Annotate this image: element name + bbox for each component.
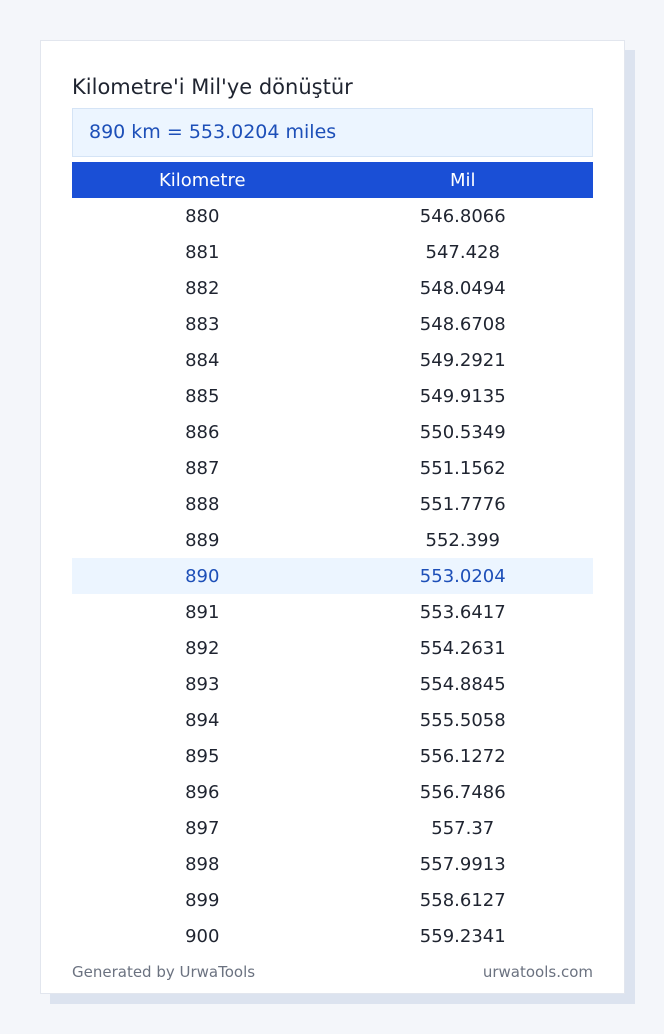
- table-row: 894 555.5058: [72, 702, 593, 738]
- cell-mil: 547.428: [425, 241, 500, 263]
- table-row: 890 553.0204: [72, 558, 593, 594]
- table-row: 892 554.2631: [72, 630, 593, 666]
- cell-mil: 559.2341: [419, 925, 506, 947]
- table-row: 899 558.6127: [72, 882, 593, 918]
- table-row: 886 550.5349: [72, 414, 593, 450]
- cell-kilometre: 896: [185, 781, 220, 803]
- cell-kilometre: 884: [185, 349, 220, 371]
- cell-kilometre: 890: [72, 558, 333, 594]
- table-row: 883 548.6708: [72, 306, 593, 342]
- cell-kilometre: 895: [185, 745, 220, 767]
- cell-mil: 552.399: [425, 529, 500, 551]
- table-row: 888 551.7776: [72, 486, 593, 522]
- cell-mil: 548.6708: [419, 313, 506, 335]
- cell-kilometre: 894: [185, 709, 220, 731]
- table-row: 884 549.2921: [72, 342, 593, 378]
- cell-mil: 555.5058: [419, 709, 506, 731]
- cell-mil: 557.9913: [419, 853, 506, 875]
- table-row: 893 554.8845: [72, 666, 593, 702]
- table-row: 889 552.399: [72, 522, 593, 558]
- table-row: 885 549.9135: [72, 378, 593, 414]
- cell-mil: 551.7776: [419, 493, 506, 515]
- conversion-result: 890 km = 553.0204 miles: [72, 108, 593, 157]
- cell-kilometre: 893: [185, 673, 220, 695]
- cell-kilometre: 888: [185, 493, 220, 515]
- cell-kilometre: 883: [185, 313, 220, 335]
- column-header-mil: Mil: [332, 162, 593, 198]
- table-body: 880 546.8066 881 547.428 882 548.0494 883 548.6…: [72, 198, 593, 954]
- cell-mil: 553.6417: [419, 601, 506, 623]
- cell-kilometre: 885: [185, 385, 220, 407]
- cell-mil: 558.6127: [419, 889, 506, 911]
- cell-kilometre: 898: [185, 853, 220, 875]
- cell-mil: 554.8845: [419, 673, 506, 695]
- table-row: 900 559.2341: [72, 918, 593, 954]
- cell-mil: 553.0204: [332, 558, 593, 594]
- cell-kilometre: 889: [185, 529, 220, 551]
- cell-kilometre: 897: [185, 817, 220, 839]
- table-header-row: Kilometre Mil: [72, 162, 593, 198]
- cell-kilometre: 880: [185, 205, 220, 227]
- cell-kilometre: 899: [185, 889, 220, 911]
- table-row: 898 557.9913: [72, 846, 593, 882]
- site-link[interactable]: urwatools.com: [482, 963, 593, 981]
- table-row: 895 556.1272: [72, 738, 593, 774]
- table-row: 880 546.8066: [72, 198, 593, 234]
- table-row: 887 551.1562: [72, 450, 593, 486]
- column-header-kilometre: Kilometre: [72, 162, 333, 198]
- cell-mil: 557.37: [431, 817, 495, 839]
- cell-mil: 549.9135: [419, 385, 506, 407]
- cell-kilometre: 892: [185, 637, 220, 659]
- cell-kilometre: 886: [185, 421, 220, 443]
- cell-mil: 549.2921: [419, 349, 506, 371]
- cell-kilometre: 900: [185, 925, 220, 947]
- cell-mil: 554.2631: [419, 637, 506, 659]
- table-row: 881 547.428: [72, 234, 593, 270]
- cell-mil: 556.7486: [419, 781, 506, 803]
- cell-mil: 546.8066: [419, 205, 506, 227]
- table-row: 882 548.0494: [72, 270, 593, 306]
- generated-by-label: Generated by UrwaTools: [72, 963, 256, 981]
- cell-mil: 548.0494: [419, 277, 506, 299]
- table-row: 896 556.7486: [72, 774, 593, 810]
- conversion-table: Kilometre Mil 880 546.8066 881 547.428 882 54…: [72, 162, 593, 954]
- cell-kilometre: 891: [185, 601, 220, 623]
- cell-kilometre: 882: [185, 277, 220, 299]
- cell-mil: 551.1562: [419, 457, 506, 479]
- table-row: 891 553.6417: [72, 594, 593, 630]
- table-row: 897 557.37: [72, 810, 593, 846]
- conversion-card: Kilometre'i Mil'ye dönüştür 890 km = 553…: [40, 40, 625, 994]
- cell-mil: 550.5349: [419, 421, 506, 443]
- page-title: Kilometre'i Mil'ye dönüştür: [72, 75, 353, 99]
- cell-kilometre: 887: [185, 457, 220, 479]
- cell-mil: 556.1272: [419, 745, 506, 767]
- cell-kilometre: 881: [185, 241, 220, 263]
